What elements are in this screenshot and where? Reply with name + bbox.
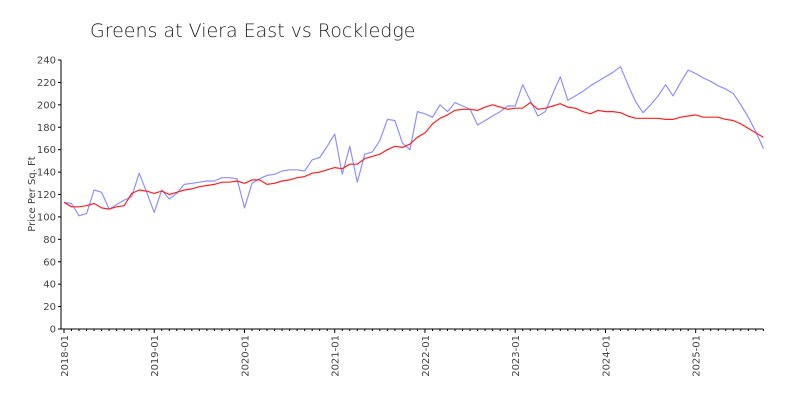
x-tick-label: 2022-01 <box>421 335 432 377</box>
y-tick-label: 0 <box>50 325 56 336</box>
series-line-greens-at-viera-east <box>63 66 764 217</box>
x-tick-label: 2024-01 <box>601 335 612 377</box>
x-tick-label: 2021-01 <box>331 335 342 377</box>
series-line-rockledge <box>63 101 764 210</box>
y-tick-label: 180 <box>37 123 56 134</box>
y-axis-label: Price Per Sq. Ft <box>27 156 38 231</box>
y-tick-label: 20 <box>43 302 56 313</box>
y-tick-label: 160 <box>37 145 56 156</box>
y-tick-label: 80 <box>43 235 56 246</box>
x-tick-label: 2018-01 <box>60 335 71 377</box>
y-tick-label: 220 <box>37 78 56 89</box>
x-tick-label: 2019-01 <box>150 335 161 377</box>
chart-title: Greens at Viera East vs Rockledge <box>90 20 415 42</box>
y-tick-label: 240 <box>37 56 56 67</box>
y-tick-label: 60 <box>43 257 56 268</box>
x-tick-label: 2023-01 <box>511 335 522 377</box>
y-tick-label: 140 <box>37 168 56 179</box>
y-tick-label: 100 <box>37 212 56 223</box>
y-tick-label: 120 <box>37 190 56 201</box>
y-tick-label: 40 <box>43 280 56 291</box>
x-tick-label: 2025-01 <box>692 335 703 377</box>
x-tick-label: 2020-01 <box>240 335 251 377</box>
y-tick-label: 200 <box>37 100 56 111</box>
